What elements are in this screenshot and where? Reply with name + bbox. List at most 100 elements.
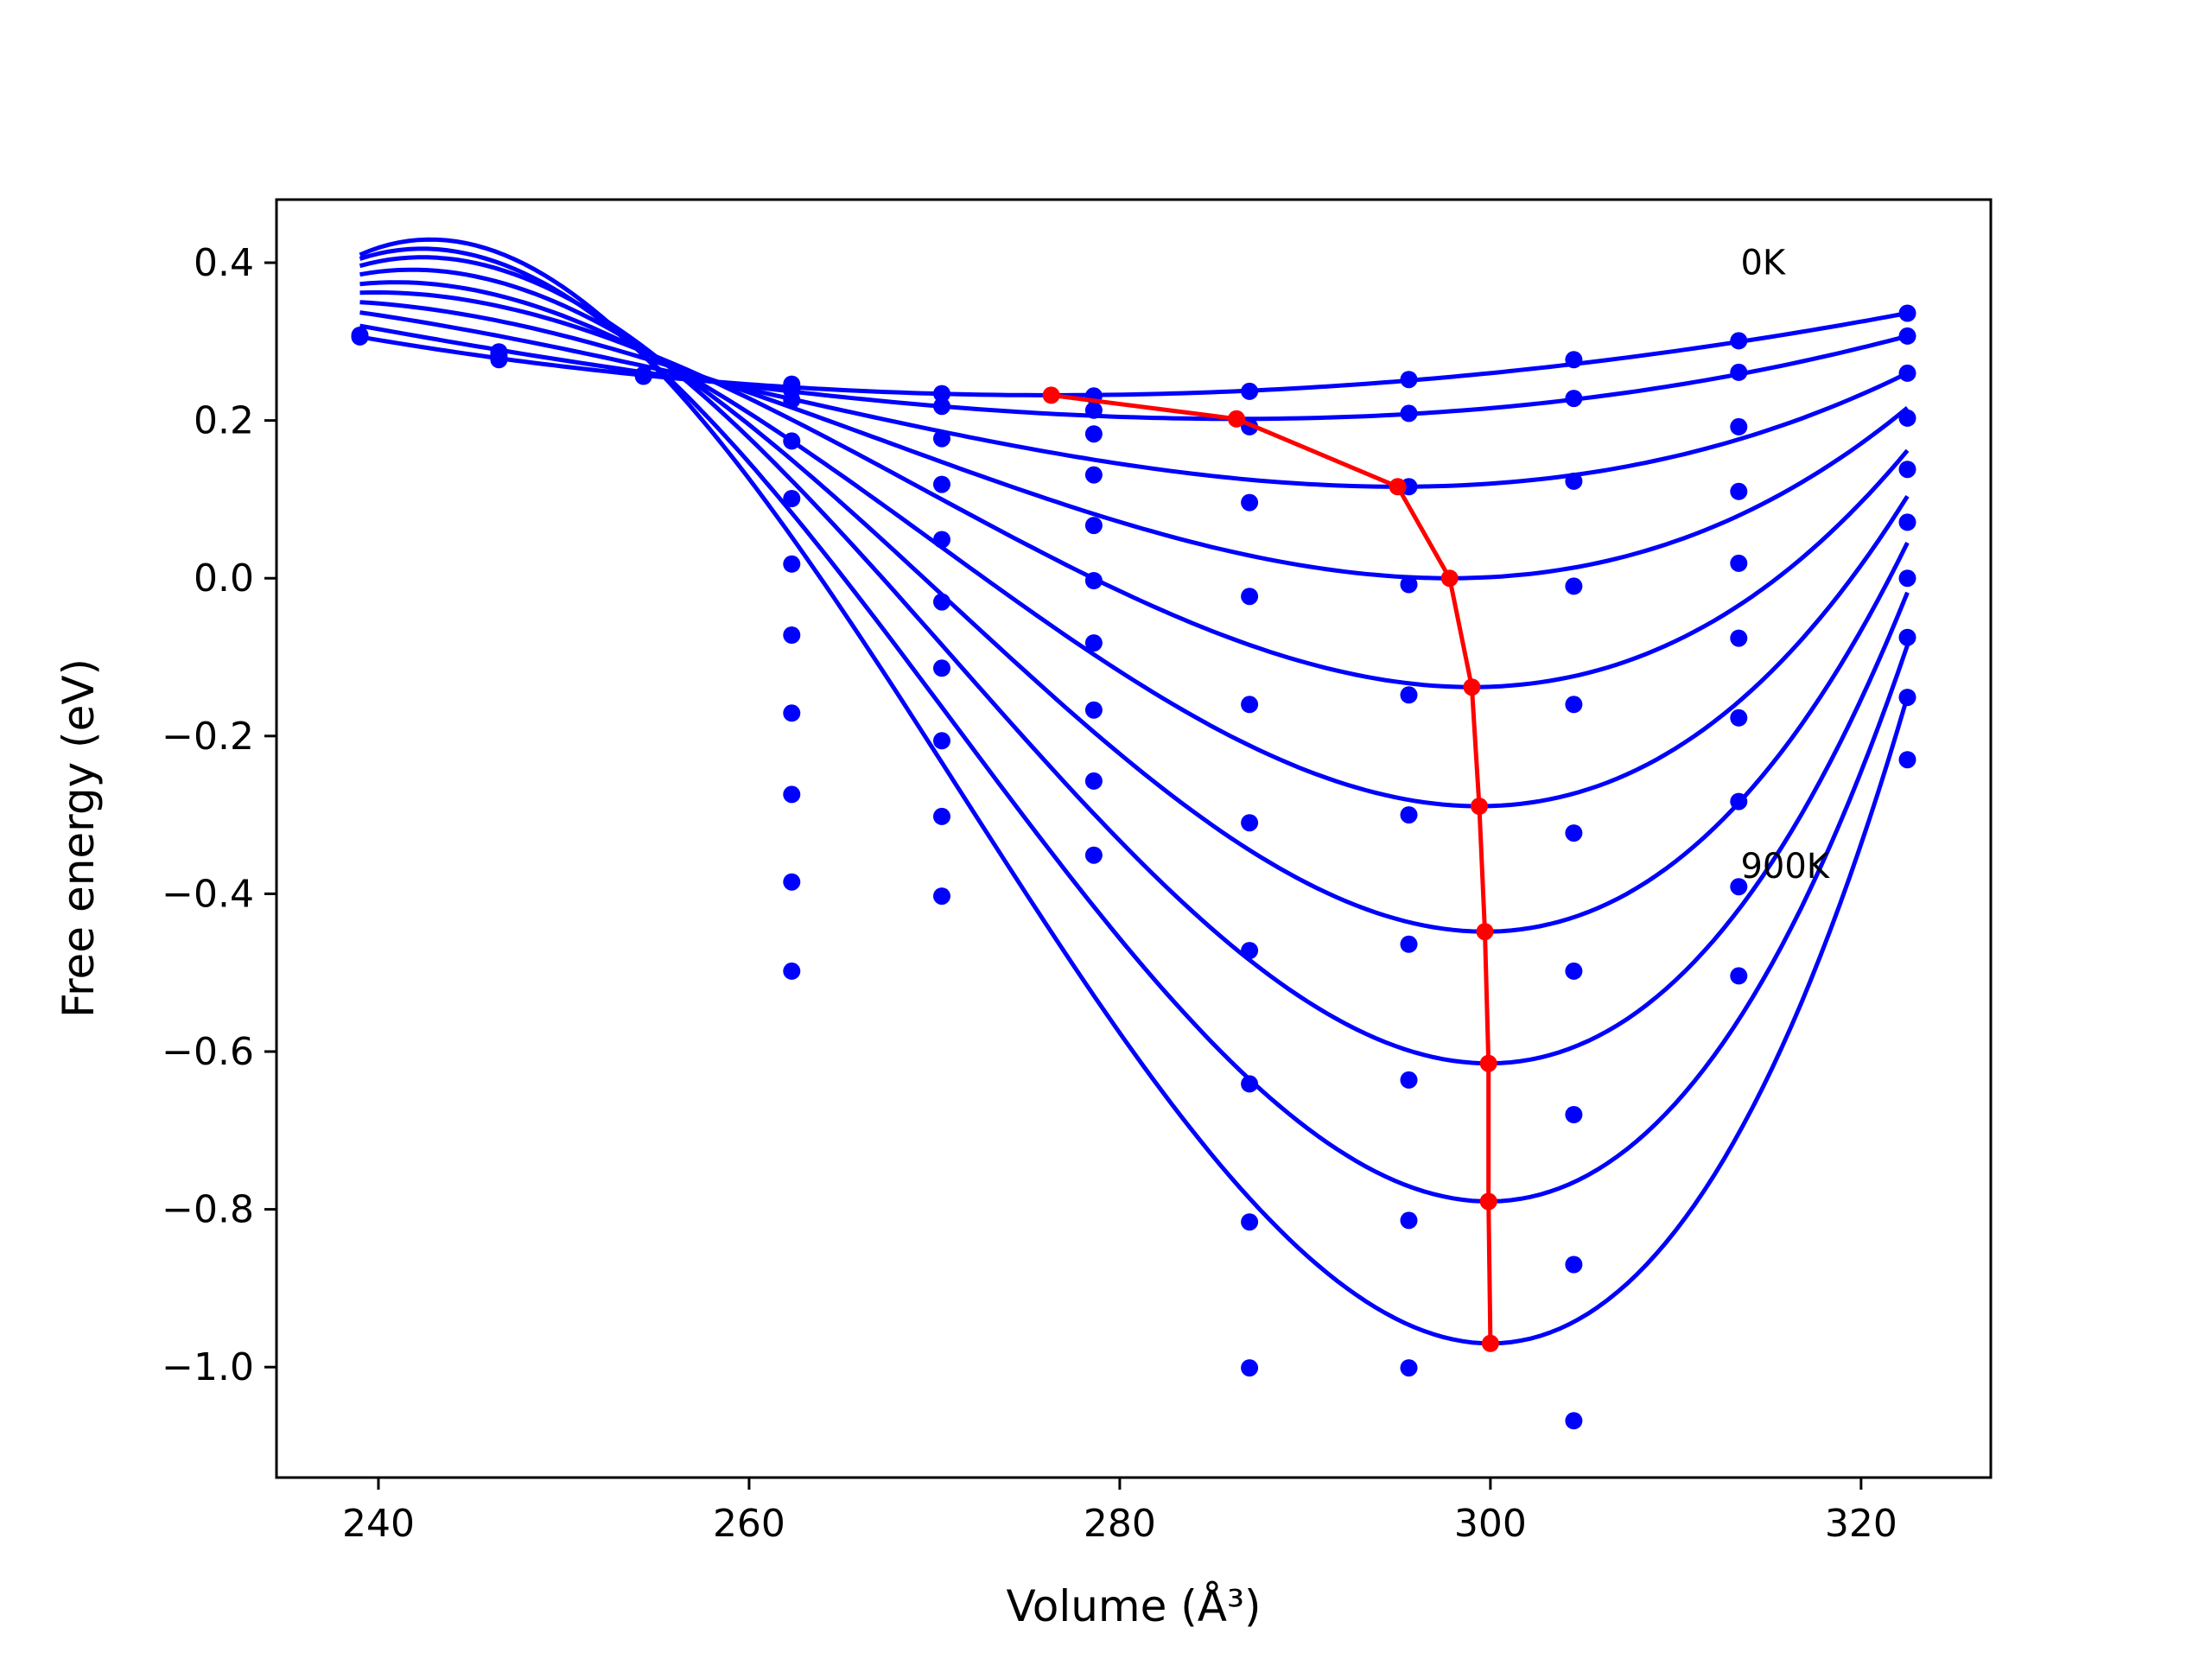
annotation-0: 0K	[1740, 244, 1786, 283]
data-point-4-2	[933, 429, 950, 448]
fit-curve-9	[359, 237, 1910, 1346]
data-point-7-9	[1400, 1359, 1418, 1377]
data-point-9-5	[1730, 629, 1748, 647]
x-tick-label-260: 260	[713, 1502, 785, 1546]
minimum-point-2	[1389, 478, 1407, 496]
axes-frame	[275, 198, 1993, 1479]
data-point-4-0	[933, 385, 950, 403]
data-point-3-8	[783, 785, 801, 804]
annotation-layer: 0K 900K	[1740, 244, 1830, 887]
data-point-4-4	[933, 531, 950, 549]
data-point-6-7	[1241, 1075, 1259, 1093]
data-point-9-2	[1730, 417, 1748, 435]
data-point-3-9	[783, 873, 801, 891]
y-tick-label-3: −0.2	[162, 715, 254, 759]
data-point-9-0	[1730, 332, 1748, 350]
data-point-10-5	[1898, 513, 1916, 531]
minimum-point-4	[1463, 678, 1481, 696]
data-point-10-8	[1898, 689, 1916, 707]
data-point-8-3	[1565, 577, 1583, 595]
data-point-4-8	[933, 807, 950, 825]
data-point-5-9	[1084, 846, 1103, 864]
data-point-10-0	[1898, 304, 1916, 322]
minimum-point-1	[1228, 410, 1245, 428]
data-point-7-8	[1400, 1211, 1418, 1230]
data-point-8-8	[1565, 1255, 1583, 1274]
data-point-8-6	[1565, 962, 1583, 980]
data-point-6-8	[1241, 1213, 1259, 1231]
data-point-6-2	[1241, 493, 1259, 512]
data-point-10-7	[1898, 628, 1916, 646]
data-point-10-2	[1898, 364, 1916, 382]
minimum-point-9	[1481, 1334, 1499, 1352]
x-tick-label-240: 240	[342, 1502, 415, 1546]
data-point-3-4	[783, 490, 801, 507]
data-point-9-3	[1730, 482, 1748, 500]
data-point-7-7	[1400, 1071, 1418, 1089]
y-tick-label-5: −0.6	[162, 1030, 254, 1074]
data-point-6-6	[1241, 942, 1259, 960]
data-point-7-3	[1400, 575, 1418, 594]
data-point-8-5	[1565, 824, 1583, 842]
data-point-7-1	[1400, 404, 1418, 423]
data-point-7-4	[1400, 686, 1418, 704]
data-point-3-6	[783, 626, 801, 644]
x-tick-label-300: 300	[1454, 1502, 1527, 1546]
data-point-10-6	[1898, 569, 1916, 588]
plot-area	[276, 200, 1991, 1478]
data-point-8-1	[1565, 390, 1583, 408]
y-tick-label-1: 0.2	[194, 399, 254, 443]
data-point-4-5	[933, 593, 950, 611]
data-point-6-3	[1241, 588, 1259, 606]
data-point-9-1	[1730, 363, 1748, 381]
x-tick-label-320: 320	[1825, 1502, 1897, 1546]
data-point-5-4	[1084, 517, 1103, 535]
data-point-9-9	[1730, 967, 1748, 985]
data-point-6-9	[1241, 1359, 1259, 1377]
y-tick-label-2: 0.0	[194, 556, 254, 601]
minimum-point-3	[1440, 569, 1459, 588]
data-point-10-4	[1898, 461, 1916, 479]
x-tick-label-280: 280	[1084, 1502, 1156, 1546]
fit-curve-3	[359, 300, 1910, 581]
tick-layer: 240 260 280 300 320 0.4 0.2 0.0 −0.2 −0.4 −0.6 −0.8…	[162, 241, 1897, 1546]
data-point-3-10	[783, 962, 801, 980]
data-point-8-0	[1565, 351, 1583, 369]
data-point-7-5	[1400, 806, 1418, 824]
data-point-2-1	[634, 367, 652, 385]
minimum-point-0	[1042, 386, 1060, 404]
data-point-5-2	[1084, 425, 1103, 443]
data-point-6-5	[1241, 814, 1259, 832]
y-tick-label-7: −1.0	[162, 1345, 254, 1389]
data-point-5-7	[1084, 701, 1103, 719]
fit-curve-1	[359, 323, 1909, 422]
data-point-9-4	[1730, 554, 1748, 572]
data-point-4-9	[933, 887, 950, 906]
data-point-5-1	[1084, 401, 1103, 419]
minimum-point-6	[1476, 923, 1494, 941]
fit-curve-2	[359, 310, 1909, 489]
data-point-9-8	[1730, 878, 1748, 896]
data-point-7-6	[1400, 935, 1418, 953]
data-point-9-7	[1730, 792, 1748, 810]
data-point-5-5	[1084, 572, 1103, 589]
data-point-8-2	[1565, 472, 1583, 490]
data-point-8-7	[1565, 1106, 1583, 1123]
data-point-5-3	[1084, 466, 1103, 484]
data-point-5-6	[1084, 634, 1103, 652]
data-point-3-5	[783, 555, 801, 573]
data-point-10-9	[1898, 751, 1916, 769]
data-point-3-2	[783, 391, 801, 409]
data-point-0-1	[351, 327, 369, 344]
y-tick-label-4: −0.4	[162, 872, 254, 916]
series-layer	[351, 237, 1916, 1430]
data-point-3-3	[783, 432, 801, 450]
data-point-8-9	[1565, 1412, 1583, 1430]
minimum-point-5	[1471, 798, 1488, 816]
fit-curve-5	[359, 280, 1910, 809]
data-point-4-3	[933, 475, 950, 493]
data-point-4-7	[933, 732, 950, 750]
fit-curve-0	[359, 311, 1908, 397]
data-point-7-0	[1400, 371, 1418, 389]
